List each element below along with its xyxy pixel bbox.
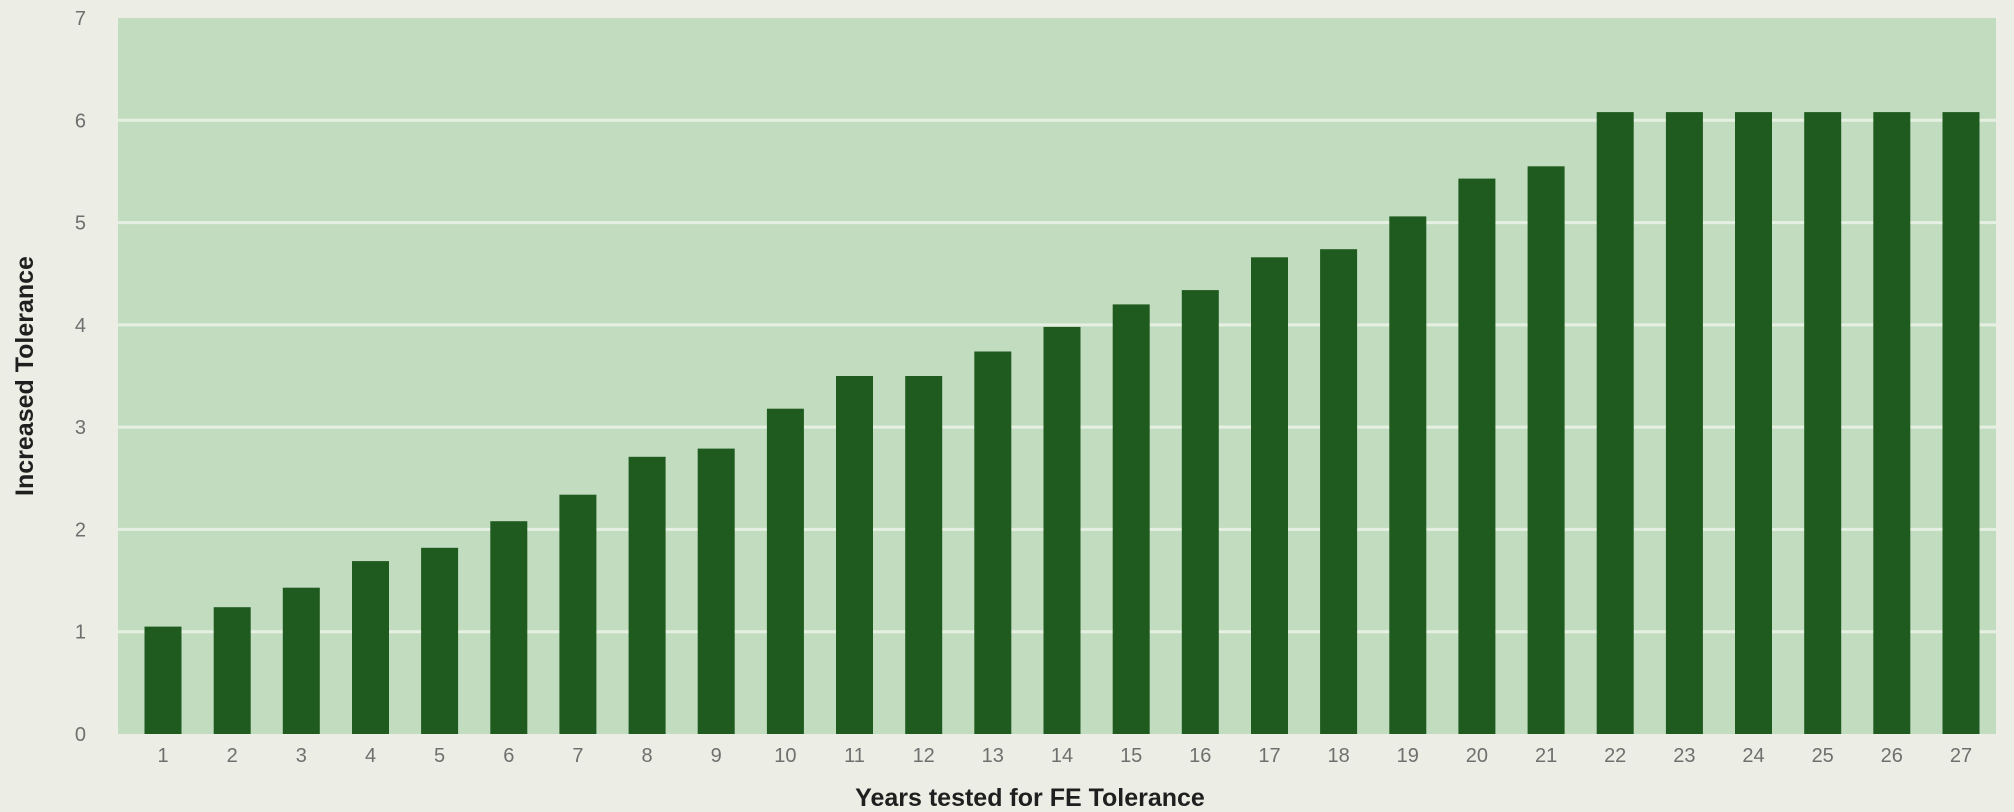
y-tick-label: 3: [75, 417, 86, 439]
x-tick-label: 21: [1535, 745, 1557, 767]
y-tick-label: 2: [75, 519, 86, 541]
x-tick-label: 11: [844, 745, 865, 767]
y-tick-label: 4: [75, 315, 86, 337]
x-tick-label: 19: [1397, 745, 1419, 767]
bars: [144, 112, 1980, 735]
bar: [282, 587, 320, 734]
bar: [352, 561, 389, 734]
x-tick-label: 4: [365, 745, 376, 767]
bar: [905, 376, 943, 734]
y-tick-label: 0: [75, 724, 86, 746]
x-tick-label: 23: [1673, 745, 1695, 767]
bar: [766, 408, 804, 734]
bar: [559, 494, 597, 734]
x-tick-label: 12: [913, 745, 935, 767]
x-tick-label: 5: [434, 745, 445, 767]
y-tick-label: 1: [75, 622, 86, 644]
x-tick-label: 17: [1258, 745, 1280, 767]
x-tick-label: 24: [1742, 745, 1764, 767]
x-tick-label: 15: [1120, 745, 1142, 767]
x-tick-label: 9: [711, 745, 722, 767]
bar: [1942, 112, 1980, 735]
x-tick-label: 2: [227, 745, 238, 767]
x-tick-label: 10: [774, 745, 796, 767]
bar: [1043, 326, 1081, 734]
bar: [1112, 304, 1150, 734]
x-tick-label: 14: [1051, 745, 1073, 767]
bar: [836, 376, 873, 734]
x-axis-ticks: 1 2 3 4 5 6 7 8 9 10 11 12 13 14 15 16 17 18 19 20 21 22 23 24 2…: [157, 745, 1972, 767]
bar: [1251, 257, 1288, 734]
bar: [1320, 249, 1358, 734]
bar: [1596, 112, 1634, 735]
bar: [144, 626, 182, 734]
bar: [1389, 216, 1427, 734]
x-tick-label: 1: [157, 745, 168, 767]
x-tick-label: 3: [296, 745, 307, 767]
bar: [1873, 112, 1911, 735]
y-axis-ticks: 0 1 2 3 4 5 6 7: [75, 8, 86, 746]
bar: [1181, 290, 1219, 734]
x-tick-label: 18: [1327, 745, 1349, 767]
bar: [213, 607, 251, 734]
x-tick-label: 7: [572, 745, 583, 767]
bar: [1665, 112, 1703, 735]
y-tick-label: 6: [75, 110, 86, 132]
bar: [974, 351, 1012, 734]
bar: [490, 521, 528, 734]
bar: [1458, 178, 1496, 735]
x-tick-label: 13: [982, 745, 1004, 767]
bar: [1804, 112, 1842, 735]
x-tick-label: 22: [1604, 745, 1626, 767]
bar: [1527, 166, 1565, 735]
bar: [1735, 112, 1772, 735]
x-tick-label: 16: [1189, 745, 1211, 767]
y-axis-title: Increased Tolerance: [11, 256, 39, 496]
x-tick-label: 25: [1812, 745, 1834, 767]
y-tick-label: 5: [75, 213, 86, 235]
x-tick-label: 6: [503, 745, 514, 767]
bar: [421, 547, 459, 734]
y-tick-label: 7: [75, 8, 86, 30]
x-axis-title: Years tested for FE Tolerance: [855, 784, 1205, 807]
bar: [697, 448, 735, 734]
x-tick-label: 20: [1466, 745, 1488, 767]
bar: [628, 456, 666, 734]
x-tick-label: 27: [1950, 745, 1972, 767]
x-tick-label: 8: [642, 745, 653, 767]
x-tick-label: 26: [1881, 745, 1903, 767]
